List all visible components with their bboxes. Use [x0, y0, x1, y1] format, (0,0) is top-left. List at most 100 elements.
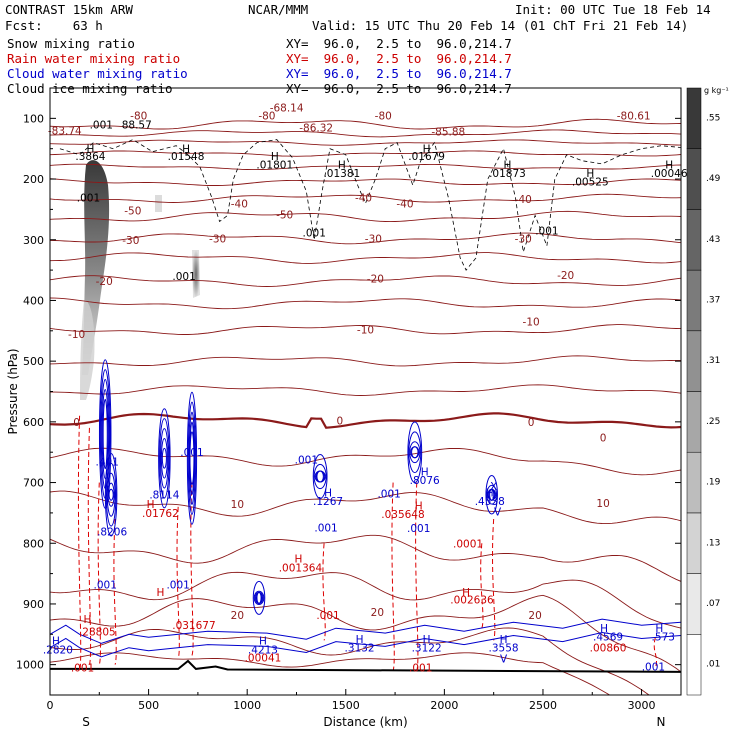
snow-label: .001 [303, 227, 326, 239]
colorbar-level-label: .13 [706, 538, 720, 548]
temperature-label: -68.14 [270, 102, 304, 114]
colorbar-level-label: .25 [706, 417, 720, 427]
rain-label: .001 [409, 663, 432, 675]
rain-contour [176, 506, 180, 659]
y-tick-label: 500 [23, 355, 44, 368]
cloud-water-label: H [421, 467, 429, 479]
temperature-isotherm [50, 129, 681, 138]
snow-contour-layer [59, 139, 681, 271]
temperature-isotherm [50, 178, 681, 186]
cloud-water-contour [159, 418, 170, 499]
cloud-water-label: V [494, 507, 502, 519]
cloud-water-label: V [500, 654, 508, 666]
temperature-isotherm [50, 627, 650, 695]
cloud-water-label: .3132 [345, 643, 375, 655]
cloud-water-contour [407, 421, 423, 483]
rain-label: .001364 [279, 563, 323, 575]
cloud-water-label: H [356, 634, 364, 646]
cloud-water-label: .001 [94, 580, 117, 592]
temperature-label: -86.32 [299, 122, 333, 134]
rain-label: .001 [316, 610, 339, 622]
cloud-water-contour [186, 391, 198, 525]
snow-column-small [192, 250, 200, 298]
temperature-label: -80.61 [617, 110, 651, 122]
colorbar-level-label: .37 [706, 295, 720, 305]
cloud-water-label: H [259, 635, 267, 647]
colorbar-level-label: .55 [706, 113, 720, 123]
y-tick-label: 300 [23, 234, 44, 247]
y-tick-label: 100 [23, 112, 44, 125]
cloud-water-contour [102, 398, 108, 470]
x-tick-label: 2000 [430, 699, 458, 712]
cloud-water-label: .4538 [475, 496, 505, 508]
cloud-water-label: .001 [314, 522, 337, 534]
rain-label: .0001 [453, 538, 483, 550]
y-tick-label: 600 [23, 416, 44, 429]
snow-label: .3864 [75, 151, 105, 163]
field-snow-xy: XY= 96.0, 2.5 to 96.0,214.7 [286, 36, 512, 51]
cloud-water-contour [158, 408, 171, 509]
rain-label: H [84, 614, 92, 626]
temperature-label: 20 [528, 610, 541, 622]
cloud-water-contour [485, 474, 498, 515]
temperature-isotherm [50, 210, 681, 223]
cloud-water-label: H [655, 623, 663, 635]
snow-label: H [504, 159, 512, 171]
temperature-label: 20 [231, 610, 244, 622]
cloud-water-contour [104, 452, 118, 537]
cloud-water-label: H [486, 487, 494, 499]
cloud-water-label: .001 [377, 488, 400, 500]
colorbar-level-label: .43 [706, 235, 720, 245]
snow-label: 88.57 [122, 119, 152, 131]
x-axis-label: Distance (km) [323, 715, 407, 729]
cloud-water-contour [105, 462, 117, 527]
rain-contour [391, 482, 395, 671]
cloud-water-label: H [600, 623, 608, 635]
colorbar-bin [686, 451, 702, 514]
x-tick-label: 2500 [529, 699, 557, 712]
temperature-contour-layer [50, 118, 681, 695]
rain-label: .00041 [245, 652, 282, 664]
temperature-label: 10 [596, 498, 609, 510]
cloud-water-label: H [52, 635, 60, 647]
temperature-label: 20 [371, 607, 384, 619]
colorbar-bin [686, 634, 702, 696]
cloud-water-contour [486, 484, 498, 505]
colorbar-bin [686, 573, 702, 635]
x-tick-label: 3000 [628, 699, 656, 712]
snow-label: H [665, 159, 673, 171]
colorbar-bin [686, 330, 702, 392]
cloud-water-label: .8206 [97, 527, 127, 539]
snow-label: .001 [172, 271, 195, 283]
field-cloud-water-name: Cloud water mixing ratio [7, 66, 188, 81]
colorbar-unit: g kg⁻¹ [704, 86, 729, 95]
rain-contour [322, 543, 326, 641]
temperature-label: -10 [523, 317, 540, 329]
low-cloud-contour-lower [50, 631, 681, 658]
snow-label: H [271, 151, 279, 163]
snow-patch [155, 195, 162, 212]
colorbar-bin [686, 209, 702, 271]
temperature-isotherm [50, 447, 681, 476]
snow-plume-tail [80, 300, 95, 400]
temperature-isotherm [50, 163, 681, 171]
temperature-isotherm [50, 275, 681, 287]
south-end-label: S [82, 715, 90, 729]
cloud-water-contour [312, 453, 328, 499]
colorbar-level-label: .07 [706, 599, 720, 609]
temperature-isotherm [50, 297, 681, 310]
rain-contour [492, 518, 496, 641]
temperature-isotherm [50, 139, 681, 146]
temperature-isotherm [50, 594, 681, 673]
rain-label: .28805 [79, 626, 116, 638]
temperature-isotherm [50, 534, 681, 582]
snow-label: .001 [90, 119, 113, 131]
field-rain-xy: XY= 96.0, 2.5 to 96.0,214.7 [286, 51, 512, 66]
snow-shading-layer [80, 160, 200, 400]
colorbar: .01 .07 .13 .19 .25 .31 .37 .43 .49 .55 g kg⁻¹ [686, 86, 729, 696]
temperature-label: -30 [365, 234, 382, 246]
cloud-water-contour [409, 441, 421, 464]
rain-contour [87, 427, 92, 665]
rain-label: H [462, 587, 470, 599]
